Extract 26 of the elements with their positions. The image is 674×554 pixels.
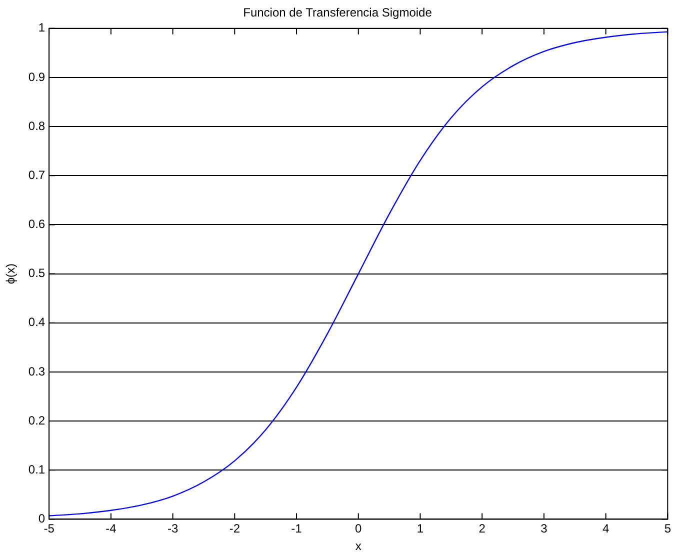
y-tick-label: 1 (38, 20, 46, 35)
y-tick-label: 0.8 (28, 118, 46, 133)
y-tick-label: 0.2 (28, 413, 46, 428)
x-tick-label: -5 (44, 522, 55, 536)
x-tick-label: 5 (664, 522, 672, 536)
y-axis-title: ϕ(x) (4, 263, 18, 284)
x-tick-label: 1 (416, 522, 424, 536)
x-tick-label: 4 (602, 522, 610, 536)
x-tick-label: 2 (478, 522, 486, 536)
chart-title: Funcion de Transferencia Sigmoide (243, 6, 432, 20)
x-tick-label: -4 (106, 522, 117, 536)
y-tick-label: 0.1 (28, 462, 46, 476)
x-tick-label: -2 (229, 522, 240, 536)
y-tick-label: 0.9 (28, 70, 46, 84)
y-tick-label: 0.6 (28, 217, 46, 232)
x-axis-title: x (355, 539, 362, 554)
y-tick-label: 0.7 (28, 168, 46, 182)
line-series (49, 31, 668, 516)
x-tick-label: -1 (291, 522, 302, 536)
x-tick-label: -3 (167, 522, 178, 536)
y-tick-label: 0.4 (28, 315, 46, 330)
y-tick-label: 0.5 (28, 266, 46, 280)
y-tick-label: 0.3 (28, 364, 46, 378)
x-tick-label: 3 (540, 522, 548, 536)
x-tick-label: 0 (355, 522, 362, 536)
y-tick-label: 0 (38, 512, 46, 526)
